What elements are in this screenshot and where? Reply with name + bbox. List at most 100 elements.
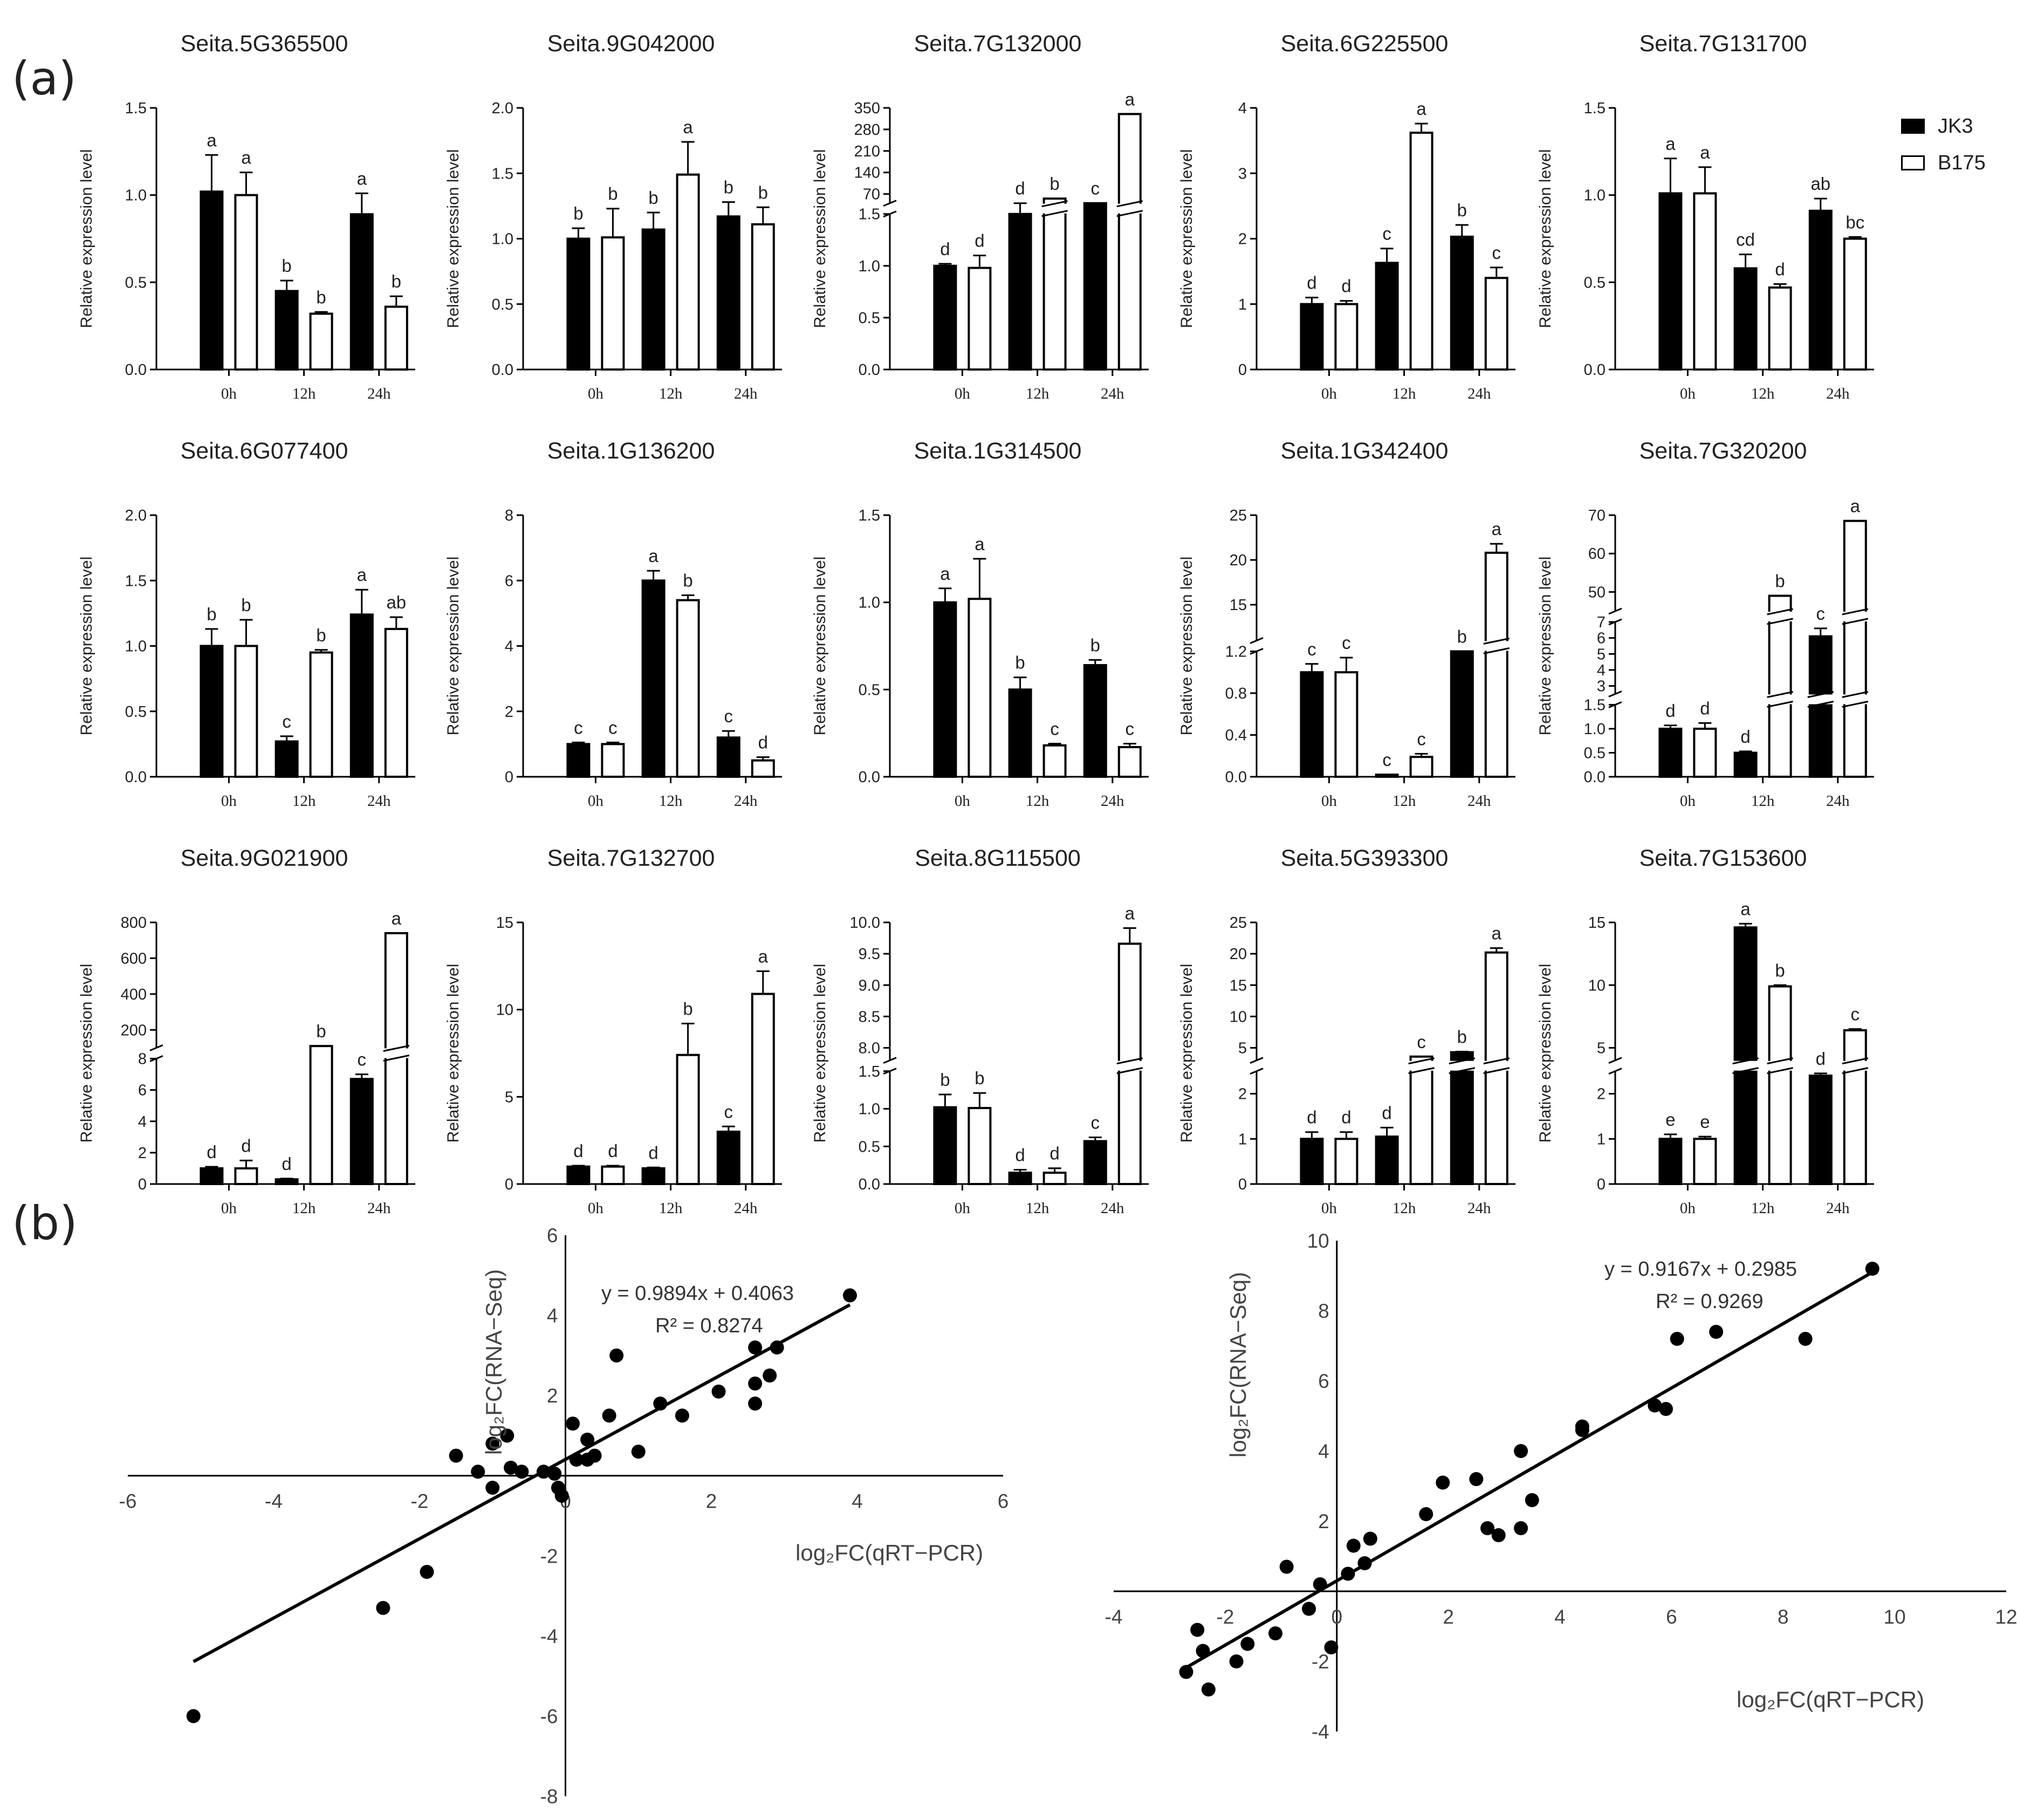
significance-letter: a bbox=[1125, 89, 1135, 109]
x-tick-label: -4 bbox=[265, 1490, 283, 1513]
y-axis-label: Relative expression level bbox=[1536, 964, 1554, 1143]
y-tick-label: 2 bbox=[1238, 231, 1247, 248]
bar-JK3-0h bbox=[1300, 1138, 1324, 1186]
bar-B175-0h bbox=[1693, 192, 1717, 371]
x-tick-label: 12h bbox=[292, 792, 316, 810]
significance-letter: c bbox=[574, 717, 583, 737]
y-tick-label: 1.5 bbox=[1584, 697, 1606, 714]
data-point bbox=[1514, 1444, 1528, 1458]
y-tick-label: 9.0 bbox=[859, 977, 880, 994]
significance-letter: a bbox=[241, 148, 251, 168]
y-tick-label: 0.4 bbox=[1225, 727, 1247, 744]
bar-break-mark bbox=[383, 1045, 410, 1052]
y-tick-label: 25 bbox=[1230, 507, 1247, 524]
bar-JK3-12h bbox=[275, 740, 299, 778]
y-axis-label: Relative expression level bbox=[78, 964, 95, 1143]
chart-title: Seita.7G132700 bbox=[547, 845, 715, 871]
x-tick-label: 0h bbox=[955, 792, 971, 810]
x-tick-label: -6 bbox=[119, 1490, 137, 1513]
bar-chart-Seita.7G153600: Seita.7G153600 Relative expression level 0… bbox=[1536, 845, 1874, 1217]
bar-break-mark bbox=[1449, 1067, 1476, 1075]
y-tick-label: 0 bbox=[1238, 361, 1247, 379]
data-point bbox=[1190, 1623, 1205, 1637]
bar-B175-24h bbox=[751, 993, 775, 1185]
bar-B175-0h bbox=[601, 1165, 625, 1186]
y-tick-label: 1 bbox=[1238, 296, 1247, 313]
y-tick-label: 8 bbox=[138, 1051, 147, 1068]
significance-letter: a bbox=[975, 534, 985, 554]
y-tick-label: 60 bbox=[1588, 545, 1606, 563]
bar-break-gap bbox=[1807, 694, 1834, 704]
bar-break-mark bbox=[1767, 691, 1793, 698]
y-tick-label: 5 bbox=[1238, 1040, 1247, 1057]
data-point bbox=[1865, 1262, 1879, 1276]
significance-letter: c bbox=[724, 706, 733, 726]
bar-break-mark bbox=[1807, 701, 1834, 708]
y-tick-label: -4 bbox=[1312, 1721, 1329, 1743]
data-point bbox=[485, 1436, 500, 1451]
y-tick-label: 8 bbox=[1318, 1300, 1329, 1322]
chart-title: Seita.6G225500 bbox=[1281, 31, 1449, 57]
significance-letter: c bbox=[608, 717, 618, 737]
significance-letter: d bbox=[1049, 1144, 1059, 1164]
y-tick-label: 1.0 bbox=[859, 1101, 880, 1118]
y-tick-label: 800 bbox=[121, 914, 147, 932]
x-tick-label: 24h bbox=[1826, 792, 1850, 810]
y-tick-label: 70 bbox=[1588, 507, 1606, 524]
significance-letter: d bbox=[207, 1142, 216, 1162]
bar-break-mark bbox=[1842, 701, 1869, 708]
data-point bbox=[1279, 1559, 1294, 1574]
y-tick-label: 1.0 bbox=[1584, 721, 1606, 738]
y-axis-label: Relative expression level bbox=[78, 557, 95, 736]
data-point bbox=[1575, 1419, 1589, 1434]
bar-B175-12h bbox=[309, 1045, 333, 1186]
bar-B175-24h bbox=[1484, 277, 1508, 371]
bar-JK3-0h bbox=[1300, 303, 1324, 371]
bar-B175-12h bbox=[1768, 985, 1792, 1185]
axis-break-mark bbox=[1608, 1068, 1622, 1075]
bar-break-gap bbox=[1041, 203, 1068, 214]
data-point bbox=[1357, 1556, 1372, 1570]
legend-swatch-b175 bbox=[1901, 155, 1925, 170]
bar-chart-Seita.6G225500: Seita.6G225500 Relative expression level 0… bbox=[1178, 31, 1515, 402]
y-axis-label: Relative expression level bbox=[444, 149, 462, 329]
y-axis-label: Relative expression level bbox=[1178, 964, 1196, 1143]
bar-B175-24h bbox=[1843, 237, 1867, 371]
y-axis-label: Relative expression level bbox=[1178, 149, 1196, 329]
significance-letter: e bbox=[1700, 1112, 1710, 1132]
y-tick-label: 2.0 bbox=[492, 100, 513, 117]
y-tick-label: 10 bbox=[496, 1002, 513, 1019]
significance-letter: ab bbox=[386, 592, 406, 612]
bar-break-mark bbox=[1483, 1067, 1510, 1075]
bar-JK3-12h bbox=[275, 1178, 299, 1185]
bar-break-mark bbox=[1408, 1057, 1435, 1065]
x-tick-label: 0h bbox=[1321, 792, 1337, 810]
y-tick-label: 0.5 bbox=[1584, 745, 1606, 762]
y-tick-label: 6 bbox=[547, 1224, 558, 1247]
bar-JK3-0h bbox=[1658, 192, 1683, 371]
data-point bbox=[569, 1453, 584, 1467]
y-tick-label: 1.5 bbox=[859, 507, 880, 524]
y-axis-label: Relative expression level bbox=[1178, 557, 1196, 736]
bar-break-gap bbox=[1483, 1060, 1510, 1071]
significance-letter: d bbox=[1740, 727, 1750, 747]
bar-JK3-0h bbox=[566, 743, 591, 778]
significance-letter: b bbox=[940, 1070, 950, 1090]
legend-item-b175: B175 bbox=[1901, 145, 1986, 181]
data-point bbox=[1648, 1398, 1662, 1413]
y-tick-label: 2 bbox=[1238, 1086, 1247, 1103]
y-tick-label: 1.0 bbox=[1584, 187, 1606, 204]
y-tick-label: 0.0 bbox=[492, 361, 513, 379]
significance-letter: a bbox=[940, 564, 950, 584]
y-axis-label: Relative expression level bbox=[1536, 557, 1554, 736]
x-tick-label: 0h bbox=[588, 385, 604, 402]
bar-JK3-0h bbox=[933, 264, 957, 371]
x-tick-label: 0h bbox=[588, 792, 604, 810]
bar-break-mark bbox=[1116, 210, 1143, 217]
data-point bbox=[653, 1397, 668, 1411]
data-point bbox=[1525, 1493, 1539, 1507]
bar-JK3-0h bbox=[200, 190, 224, 371]
data-point bbox=[1798, 1332, 1813, 1346]
legend-swatch-jk3 bbox=[1901, 119, 1925, 134]
data-point bbox=[1469, 1472, 1484, 1486]
